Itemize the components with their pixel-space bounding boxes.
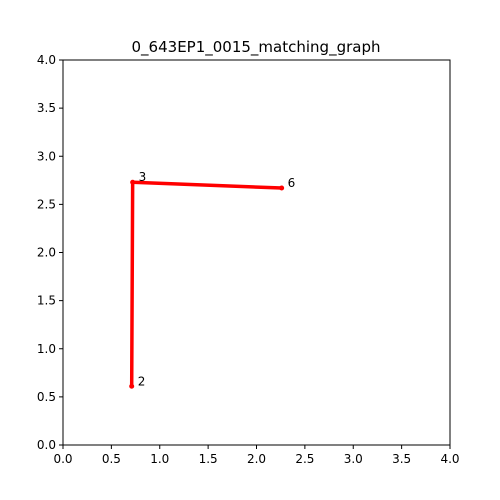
x-tick-label: 1.0	[150, 452, 169, 466]
y-tick-label: 3.5	[37, 101, 56, 115]
x-tick-label: 3.5	[392, 452, 411, 466]
y-axis: 0.0 0.5 1.0 1.5 2.0 2.5 3.0 3.5 4.0	[37, 53, 63, 452]
x-tick-label: 3.0	[344, 452, 363, 466]
nodes-layer	[129, 179, 285, 389]
y-tick-label: 0.5	[37, 390, 56, 404]
plot-frame	[62, 59, 451, 446]
node-label-2: 2	[138, 374, 146, 388]
y-tick-label: 3.0	[37, 149, 56, 163]
y-tick-label: 2.5	[37, 197, 56, 211]
chart-title: 0_643EP1_0015_matching_graph	[132, 38, 381, 57]
x-axis: 0.0 0.5 1.0 1.5 2.0 2.5 3.0 3.5 4.0	[53, 445, 460, 466]
node-3	[130, 179, 136, 185]
edges-layer	[129, 180, 284, 389]
y-tick-label: 1.5	[37, 294, 56, 308]
y-tick-label: 4.0	[37, 53, 56, 67]
x-tick-label: 2.0	[247, 452, 266, 466]
node-label-6: 6	[288, 176, 296, 190]
y-tick-label: 0.0	[37, 438, 56, 452]
node-label-3: 3	[139, 170, 147, 184]
node-labels-layer: 2 3 6	[138, 170, 296, 388]
node-6	[279, 185, 285, 191]
edge-2-3	[129, 180, 135, 389]
y-tick-label: 1.0	[37, 342, 56, 356]
y-tick-label: 2.0	[37, 246, 56, 260]
x-tick-label: 1.5	[199, 452, 218, 466]
x-tick-label: 2.5	[295, 452, 314, 466]
x-tick-label: 0.0	[53, 452, 72, 466]
edge-3-6	[130, 180, 284, 190]
x-tick-label: 0.5	[102, 452, 121, 466]
node-2	[129, 383, 135, 389]
x-tick-label: 4.0	[440, 452, 459, 466]
